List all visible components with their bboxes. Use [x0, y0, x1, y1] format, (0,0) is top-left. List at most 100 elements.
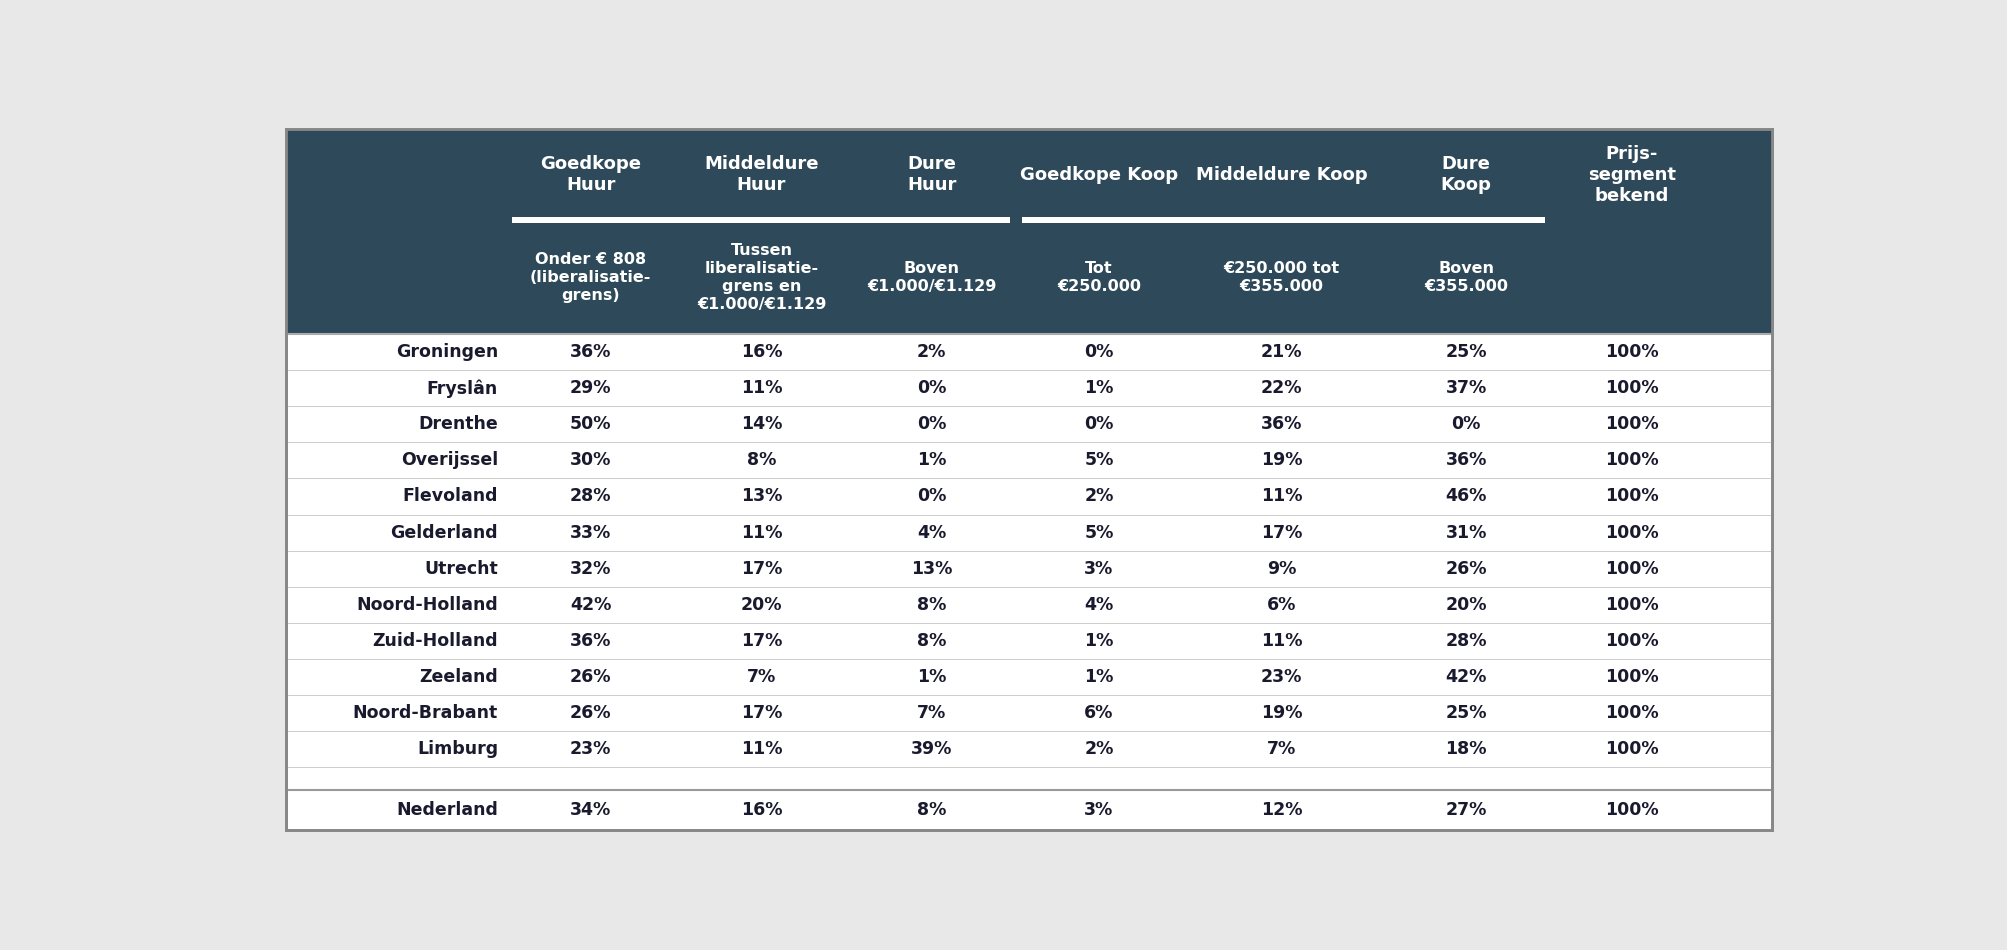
Text: 34%: 34%: [570, 801, 610, 819]
Text: 20%: 20%: [1445, 596, 1485, 614]
Text: 11%: 11%: [1260, 632, 1303, 650]
Text: 0%: 0%: [917, 379, 945, 397]
Text: 13%: 13%: [911, 560, 951, 578]
Text: 0%: 0%: [917, 415, 945, 433]
Text: 30%: 30%: [570, 451, 610, 469]
Text: 100%: 100%: [1604, 343, 1658, 361]
Text: 100%: 100%: [1604, 801, 1658, 819]
Text: Flevoland: Flevoland: [403, 487, 498, 505]
Text: 42%: 42%: [1445, 668, 1485, 686]
Text: 12%: 12%: [1260, 801, 1303, 819]
Text: 18%: 18%: [1445, 740, 1485, 758]
Text: 19%: 19%: [1260, 451, 1303, 469]
Text: 26%: 26%: [570, 668, 610, 686]
Text: 42%: 42%: [570, 596, 610, 614]
Text: 8%: 8%: [917, 801, 945, 819]
Text: Onder € 808
(liberalisatie-
grens): Onder € 808 (liberalisatie- grens): [530, 252, 650, 303]
Text: Nederland: Nederland: [395, 801, 498, 819]
Text: 6%: 6%: [1084, 704, 1114, 722]
Text: 6%: 6%: [1266, 596, 1297, 614]
Text: 2%: 2%: [1084, 487, 1114, 505]
Text: Boven
€1.000/€1.129: Boven €1.000/€1.129: [867, 260, 995, 294]
Text: 4%: 4%: [917, 523, 945, 542]
Text: 19%: 19%: [1260, 704, 1303, 722]
Text: 14%: 14%: [741, 415, 783, 433]
Text: 100%: 100%: [1604, 560, 1658, 578]
Text: 22%: 22%: [1260, 379, 1303, 397]
Text: 1%: 1%: [1084, 668, 1114, 686]
Text: 100%: 100%: [1604, 451, 1658, 469]
Text: 100%: 100%: [1604, 487, 1658, 505]
Text: Tot
€250.000: Tot €250.000: [1056, 260, 1140, 294]
Text: 1%: 1%: [917, 451, 945, 469]
Text: 0%: 0%: [1084, 415, 1114, 433]
Text: 23%: 23%: [1260, 668, 1303, 686]
Text: Zuid-Holland: Zuid-Holland: [373, 632, 498, 650]
Text: 17%: 17%: [741, 632, 783, 650]
Text: Goedkope Koop: Goedkope Koop: [1020, 166, 1178, 184]
Text: 26%: 26%: [1445, 560, 1485, 578]
Text: 1%: 1%: [917, 668, 945, 686]
Text: 11%: 11%: [1260, 487, 1303, 505]
Text: 2%: 2%: [917, 343, 945, 361]
Text: 36%: 36%: [570, 632, 610, 650]
Text: 9%: 9%: [1266, 560, 1297, 578]
Text: 25%: 25%: [1445, 704, 1485, 722]
Text: 39%: 39%: [911, 740, 951, 758]
Text: Dure
Koop: Dure Koop: [1439, 156, 1491, 194]
Text: 25%: 25%: [1445, 343, 1485, 361]
Text: 11%: 11%: [741, 523, 783, 542]
Text: 100%: 100%: [1604, 523, 1658, 542]
Text: 7%: 7%: [747, 668, 777, 686]
Text: 17%: 17%: [1260, 523, 1303, 542]
Bar: [1022, 218, 1543, 223]
Text: 2%: 2%: [1084, 740, 1114, 758]
Text: 100%: 100%: [1604, 704, 1658, 722]
Text: 100%: 100%: [1604, 415, 1658, 433]
Text: Overijssel: Overijssel: [401, 451, 498, 469]
Text: 28%: 28%: [1445, 632, 1485, 650]
Text: 100%: 100%: [1604, 668, 1658, 686]
Text: Goedkope
Huur: Goedkope Huur: [540, 156, 640, 194]
Text: Utrecht: Utrecht: [423, 560, 498, 578]
Text: 11%: 11%: [741, 740, 783, 758]
Text: Noord-Brabant: Noord-Brabant: [353, 704, 498, 722]
Text: 8%: 8%: [747, 451, 777, 469]
Text: Fryslân: Fryslân: [427, 379, 498, 397]
Text: 7%: 7%: [917, 704, 945, 722]
Text: Tussen
liberalisatie-
grens en
€1.000/€1.129: Tussen liberalisatie- grens en €1.000/€1…: [696, 243, 825, 312]
Text: 50%: 50%: [570, 415, 610, 433]
Text: Prijs-
segment
bekend: Prijs- segment bekend: [1588, 145, 1676, 204]
Text: 5%: 5%: [1084, 523, 1114, 542]
Text: 0%: 0%: [917, 487, 945, 505]
Text: 100%: 100%: [1604, 596, 1658, 614]
Text: Boven
€355.000: Boven €355.000: [1423, 260, 1507, 294]
Text: 1%: 1%: [1084, 632, 1114, 650]
Text: 37%: 37%: [1445, 379, 1485, 397]
Text: 100%: 100%: [1604, 740, 1658, 758]
Text: 5%: 5%: [1084, 451, 1114, 469]
Text: 27%: 27%: [1445, 801, 1485, 819]
Text: 0%: 0%: [1084, 343, 1114, 361]
Text: 1%: 1%: [1084, 379, 1114, 397]
Bar: [512, 218, 1010, 223]
Text: 8%: 8%: [917, 596, 945, 614]
Bar: [285, 129, 1772, 334]
Text: 17%: 17%: [741, 704, 783, 722]
Text: 33%: 33%: [570, 523, 610, 542]
Text: Middeldure Koop: Middeldure Koop: [1196, 166, 1367, 184]
Text: 21%: 21%: [1260, 343, 1303, 361]
Text: 46%: 46%: [1445, 487, 1485, 505]
Text: Middeldure
Huur: Middeldure Huur: [704, 156, 819, 194]
Text: 13%: 13%: [741, 487, 783, 505]
Text: Noord-Holland: Noord-Holland: [355, 596, 498, 614]
Text: 36%: 36%: [1445, 451, 1485, 469]
Text: Zeeland: Zeeland: [419, 668, 498, 686]
Text: 36%: 36%: [570, 343, 610, 361]
Text: 26%: 26%: [570, 704, 610, 722]
Text: 8%: 8%: [917, 632, 945, 650]
Text: 100%: 100%: [1604, 379, 1658, 397]
Text: Dure
Huur: Dure Huur: [907, 156, 955, 194]
Text: Groningen: Groningen: [395, 343, 498, 361]
Text: 7%: 7%: [1266, 740, 1297, 758]
